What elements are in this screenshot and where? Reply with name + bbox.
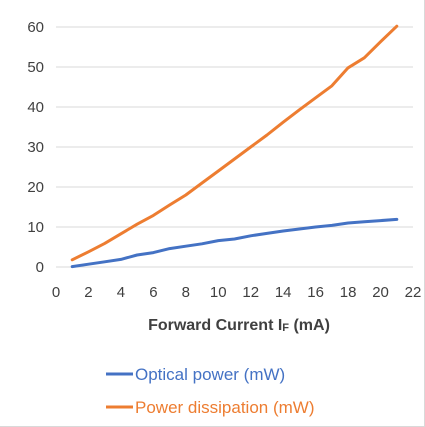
y-tick-label: 0 [36,259,44,276]
x-axis-title-subscript: F [282,322,289,334]
x-axis-title-unit: (mA) [289,317,330,334]
y-tick-label: 50 [27,59,44,76]
series-line-optical-power [70,217,399,269]
series-line-power-dissipation [70,24,399,262]
y-tick-label: 20 [27,179,44,196]
y-axis-tick-labels: 0 10 20 30 40 50 60 [27,19,44,276]
y-tick-label: 30 [27,139,44,156]
y-tick-label: 10 [27,219,44,236]
x-axis-title-main: Forward Current I [148,317,282,334]
x-tick-label: 16 [307,284,324,301]
x-tick-label: 22 [405,284,422,301]
x-tick-label: 12 [242,284,259,301]
x-tick-label: 0 [52,284,60,301]
x-tick-label: 8 [182,284,190,301]
series-lines [70,24,399,269]
y-tick-label: 40 [27,99,44,116]
legend: Optical power (mW) Power dissipation (mW… [106,365,315,417]
legend-label-optical-power: Optical power (mW) [135,365,285,384]
legend-label-power-dissipation: Power dissipation (mW) [135,398,315,417]
x-tick-label: 18 [340,284,357,301]
x-tick-label: 2 [84,284,92,301]
gridlines [56,26,413,228]
x-tick-label: 4 [117,284,125,301]
y-tick-label: 60 [27,19,44,36]
x-tick-label: 14 [275,284,292,301]
x-axis-tick-labels: 0 2 4 6 8 10 12 14 16 18 20 22 [52,284,422,301]
x-tick-label: 10 [210,284,227,301]
x-axis-title: Forward Current IF (mA) [148,317,330,334]
x-tick-label: 6 [149,284,157,301]
x-tick-label: 20 [372,284,389,301]
